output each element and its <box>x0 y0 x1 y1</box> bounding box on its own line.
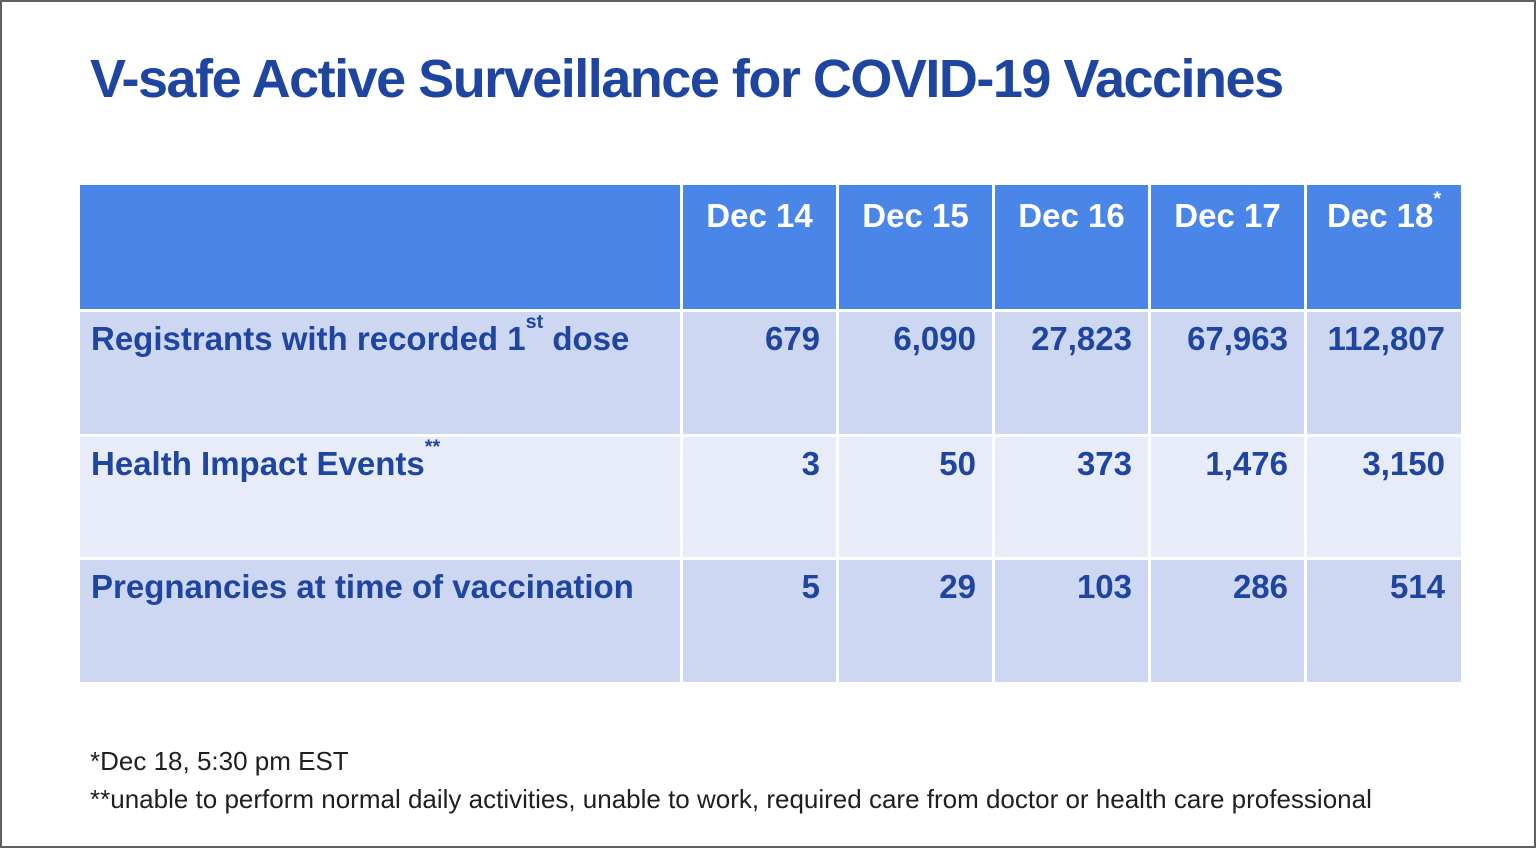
column-header-dec-18: Dec 18* <box>1307 185 1461 309</box>
table-corner-cell <box>80 185 680 309</box>
data-cell: 514 <box>1307 560 1461 682</box>
data-cell: 6,090 <box>839 312 992 434</box>
data-cell: 67,963 <box>1151 312 1304 434</box>
data-cell: 1,476 <box>1151 437 1304 557</box>
data-cell: 103 <box>995 560 1148 682</box>
page-title: V-safe Active Surveillance for COVID-19 … <box>90 49 1284 109</box>
data-cell: 3 <box>683 437 836 557</box>
footnote-date: *Dec 18, 5:30 pm EST <box>90 746 349 776</box>
footnote-marker: ** <box>424 437 441 459</box>
data-cell: 29 <box>839 560 992 682</box>
data-cell: 112,807 <box>1307 312 1461 434</box>
footnotes: *Dec 18, 5:30 pm EST **unable to perform… <box>90 742 1372 818</box>
data-cell: 679 <box>683 312 836 434</box>
column-header-dec-17: Dec 17 <box>1151 185 1304 309</box>
data-cell: 27,823 <box>995 312 1148 434</box>
data-cell: 286 <box>1151 560 1304 682</box>
column-header-dec-15: Dec 15 <box>839 185 992 309</box>
data-cell: 5 <box>683 560 836 682</box>
data-cell: 3,150 <box>1307 437 1461 557</box>
column-header-dec-14: Dec 14 <box>683 185 836 309</box>
data-cell: 50 <box>839 437 992 557</box>
data-cell: 373 <box>995 437 1148 557</box>
ordinal-superscript: st <box>525 312 544 334</box>
row-label-health-impact-events: Health Impact Events** <box>80 437 680 557</box>
row-label-pregnancies: Pregnancies at time of vaccination <box>80 560 680 682</box>
column-header-dec-16: Dec 16 <box>995 185 1148 309</box>
surveillance-table: Dec 14 Dec 15 Dec 16 Dec 17 Dec 18* Regi… <box>80 185 1461 682</box>
row-label-registrants: Registrants with recorded 1st dose <box>80 312 680 434</box>
footnote-marker: * <box>1433 188 1442 211</box>
footnote-definition: **unable to perform normal daily activit… <box>90 784 1372 814</box>
